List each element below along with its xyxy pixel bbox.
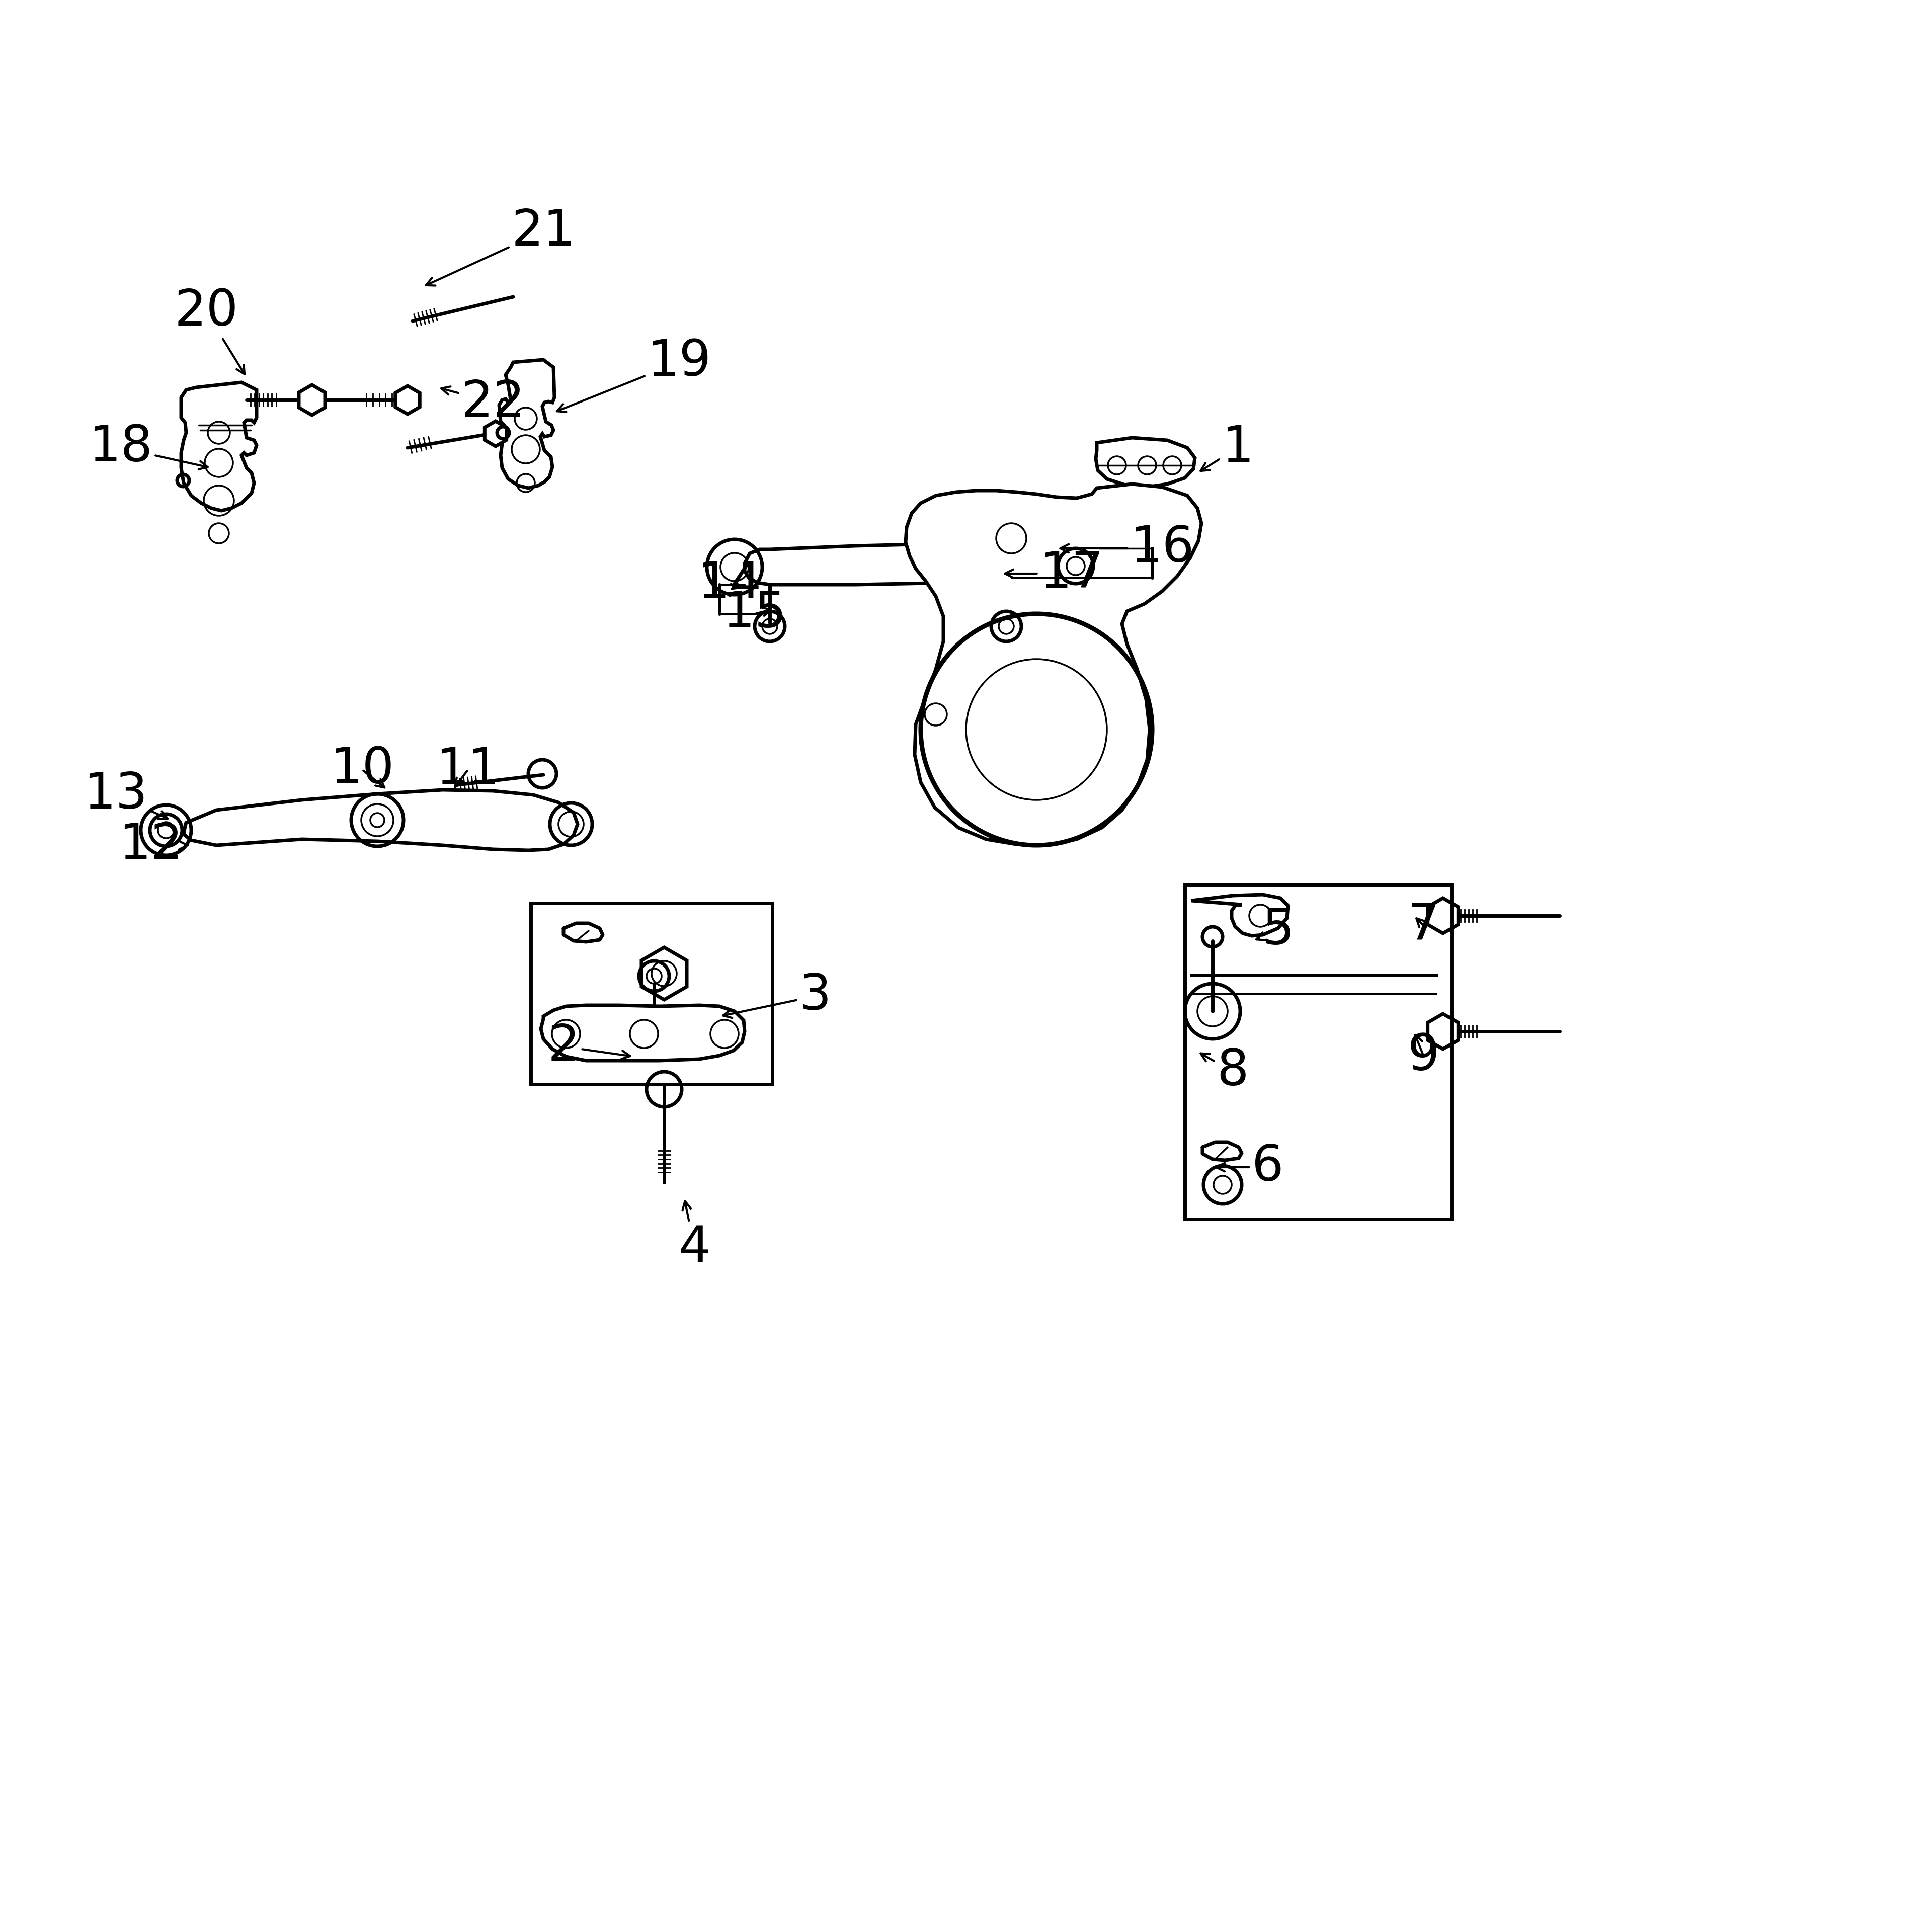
Polygon shape bbox=[744, 543, 1057, 585]
Bar bbox=[531, 902, 773, 1084]
Polygon shape bbox=[1192, 895, 1289, 935]
Text: 13: 13 bbox=[83, 771, 168, 819]
Polygon shape bbox=[641, 947, 686, 999]
Text: 1: 1 bbox=[1200, 423, 1254, 471]
Polygon shape bbox=[182, 383, 257, 510]
Text: 19: 19 bbox=[556, 338, 711, 412]
Polygon shape bbox=[184, 790, 578, 850]
Polygon shape bbox=[541, 1005, 744, 1061]
Polygon shape bbox=[1428, 1014, 1459, 1049]
Text: 14: 14 bbox=[697, 558, 761, 609]
Text: 12: 12 bbox=[120, 821, 187, 869]
Text: 7: 7 bbox=[1408, 902, 1439, 951]
Text: 18: 18 bbox=[89, 423, 207, 471]
Text: 6: 6 bbox=[1217, 1144, 1285, 1192]
Text: 22: 22 bbox=[440, 379, 526, 427]
Text: 8: 8 bbox=[1200, 1047, 1248, 1095]
Text: 2: 2 bbox=[547, 1022, 630, 1070]
Text: 3: 3 bbox=[723, 972, 831, 1020]
Text: 16: 16 bbox=[1061, 524, 1194, 572]
Polygon shape bbox=[1051, 547, 1101, 585]
Text: 20: 20 bbox=[174, 288, 245, 375]
Text: 5: 5 bbox=[1256, 906, 1294, 954]
Text: 11: 11 bbox=[437, 746, 500, 794]
Text: 9: 9 bbox=[1408, 1032, 1439, 1082]
Text: 15: 15 bbox=[723, 589, 786, 638]
Text: 17: 17 bbox=[1005, 549, 1103, 599]
Polygon shape bbox=[485, 421, 506, 446]
Polygon shape bbox=[1428, 898, 1459, 933]
Text: 10: 10 bbox=[330, 746, 394, 794]
Polygon shape bbox=[396, 386, 419, 413]
Polygon shape bbox=[299, 384, 325, 415]
Polygon shape bbox=[906, 485, 1202, 846]
Polygon shape bbox=[498, 359, 554, 489]
Text: 4: 4 bbox=[678, 1202, 711, 1271]
Text: 21: 21 bbox=[427, 207, 576, 286]
Bar bbox=[1184, 885, 1451, 1219]
Polygon shape bbox=[1095, 439, 1194, 487]
